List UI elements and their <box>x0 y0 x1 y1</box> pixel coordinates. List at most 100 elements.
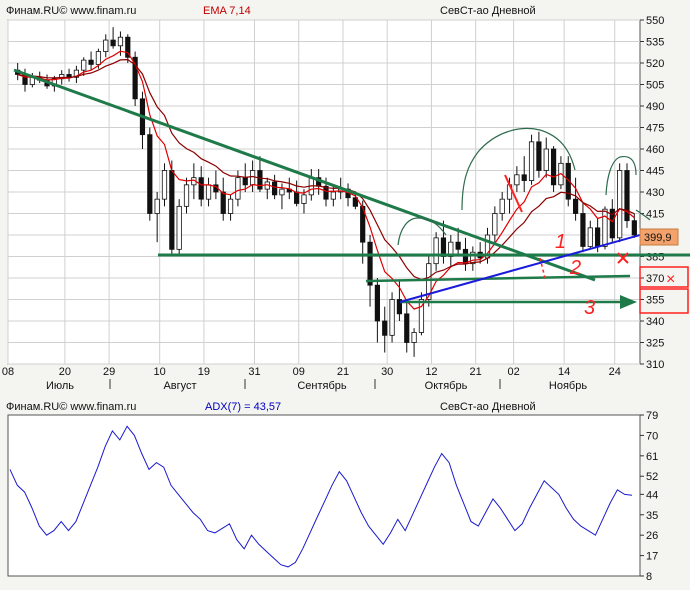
adx-y-tick-label: 35 <box>646 510 658 522</box>
candle-body <box>176 205 182 250</box>
price-y-tick-label: 385 <box>646 252 664 264</box>
candle-body <box>73 69 80 78</box>
price-y-tick-label: 535 <box>646 37 664 49</box>
price-y-axis: 3103253403553703854004154304454604754905… <box>640 15 664 371</box>
price-x-day-label: 21 <box>470 366 482 378</box>
ema-lines <box>17 50 635 310</box>
candle-body <box>147 134 153 214</box>
target-box-355 <box>639 288 689 314</box>
price-y-tick-label: 550 <box>646 15 664 27</box>
price-x-month-label: Сентябрь <box>297 380 347 392</box>
candle-body <box>411 332 417 343</box>
price-x-day-label: 29 <box>103 366 115 378</box>
price-x-day-label: 19 <box>198 366 210 378</box>
candle-body <box>404 313 410 343</box>
candle-body <box>301 194 307 204</box>
candle-body <box>595 227 601 247</box>
candle-body <box>81 59 87 71</box>
adx-instrument-label: СевСт-ао Дневной <box>440 401 536 413</box>
candle-body <box>205 184 212 200</box>
candle-body <box>602 208 608 247</box>
price-x-day-label: 21 <box>337 366 349 378</box>
adx-y-tick-label: 61 <box>646 451 658 463</box>
price-x-month-label: Август <box>163 380 196 392</box>
price-x-day-label: 10 <box>154 366 166 378</box>
adx-y-tick-label: 44 <box>646 489 658 501</box>
candle-body <box>609 208 615 239</box>
price-x-axis: 08 20 29 10 19 31 09 21 30 12 21 02 14 24 Июль Август Се… <box>2 366 621 392</box>
candle-body <box>543 148 549 171</box>
candle-body <box>521 174 527 181</box>
candle-body <box>249 170 256 186</box>
candle-body <box>382 320 388 336</box>
last-price-tag <box>639 228 679 246</box>
candle-body <box>132 56 138 100</box>
box-cross-icon: × <box>666 271 675 288</box>
price-x-day-label: 24 <box>609 366 621 378</box>
hand-marks: 1 2 3 × <box>504 174 689 319</box>
candle-body <box>117 36 124 47</box>
price-indicator-label: EMA 7,14 <box>203 5 251 17</box>
mark-3: 3 <box>584 297 595 319</box>
candle-body <box>272 181 278 196</box>
price-x-month-label: Октябрь <box>425 380 468 392</box>
candle-body <box>572 198 579 214</box>
candle-body <box>198 177 204 200</box>
candle-body <box>499 198 505 214</box>
adx-y-tick-label: 70 <box>646 430 658 442</box>
price-y-tick-label: 445 <box>646 166 664 178</box>
candle-body <box>88 59 94 65</box>
downtrend-line <box>13 68 596 282</box>
candle-body <box>565 162 571 200</box>
candle-body <box>360 205 366 243</box>
candle-body <box>389 299 395 336</box>
price-x-day-label: 14 <box>558 366 570 378</box>
rising-support-line <box>399 234 641 303</box>
candle-body <box>279 188 285 196</box>
adx-y-tick-label: 8 <box>646 571 652 583</box>
candle-body <box>426 263 432 300</box>
candle-body <box>455 241 461 250</box>
candle-body <box>154 198 160 214</box>
candle-body <box>617 170 623 239</box>
price-x-month-label: Ноябрь <box>549 380 587 392</box>
price-y-tick-label: 490 <box>646 101 664 113</box>
candle-body <box>161 170 168 200</box>
envelope-curve-3 <box>605 155 637 196</box>
price-x-day-label: 31 <box>248 366 260 378</box>
candle-body <box>125 36 131 58</box>
candle-body <box>235 177 241 200</box>
price-y-tick-label: 310 <box>646 359 664 371</box>
price-y-tick-label: 460 <box>646 144 664 156</box>
adx-y-tick-label: 79 <box>646 410 658 422</box>
envelope-curve-2 <box>461 127 576 211</box>
candle-body <box>103 39 109 52</box>
price-y-tick-label: 415 <box>646 209 664 221</box>
adx-plot-area <box>7 414 641 577</box>
candle-body <box>528 141 535 181</box>
candle-body <box>294 191 300 204</box>
candle-body <box>95 51 102 65</box>
candle-body <box>183 184 190 207</box>
price-source-label: Финам.RU© www.finam.ru <box>6 5 136 17</box>
candle-body <box>536 141 542 171</box>
target-box-370 <box>639 266 689 288</box>
adx-line <box>9 425 633 568</box>
ema-14-line <box>17 58 635 281</box>
arrow-head-icon <box>620 295 637 309</box>
candle-body <box>242 177 248 186</box>
adx-y-tick-label: 17 <box>646 551 658 563</box>
price-y-tick-label: 520 <box>646 58 664 70</box>
price-y-tick-label: 430 <box>646 187 664 199</box>
price-x-month-label: Июль <box>46 380 74 392</box>
mark-2: 2 <box>569 257 581 279</box>
candle-body <box>169 170 175 250</box>
candle-body <box>110 39 116 47</box>
price-y-tick-label: 505 <box>646 80 664 92</box>
adx-y-axis: 8 17 26 35 44 52 61 70 79 <box>640 410 658 583</box>
candle-body <box>367 241 373 286</box>
candle-body <box>433 237 439 265</box>
candle-body <box>257 170 263 190</box>
adx-y-tick-label: 52 <box>646 471 658 483</box>
envelope-curve-4 <box>635 209 651 221</box>
